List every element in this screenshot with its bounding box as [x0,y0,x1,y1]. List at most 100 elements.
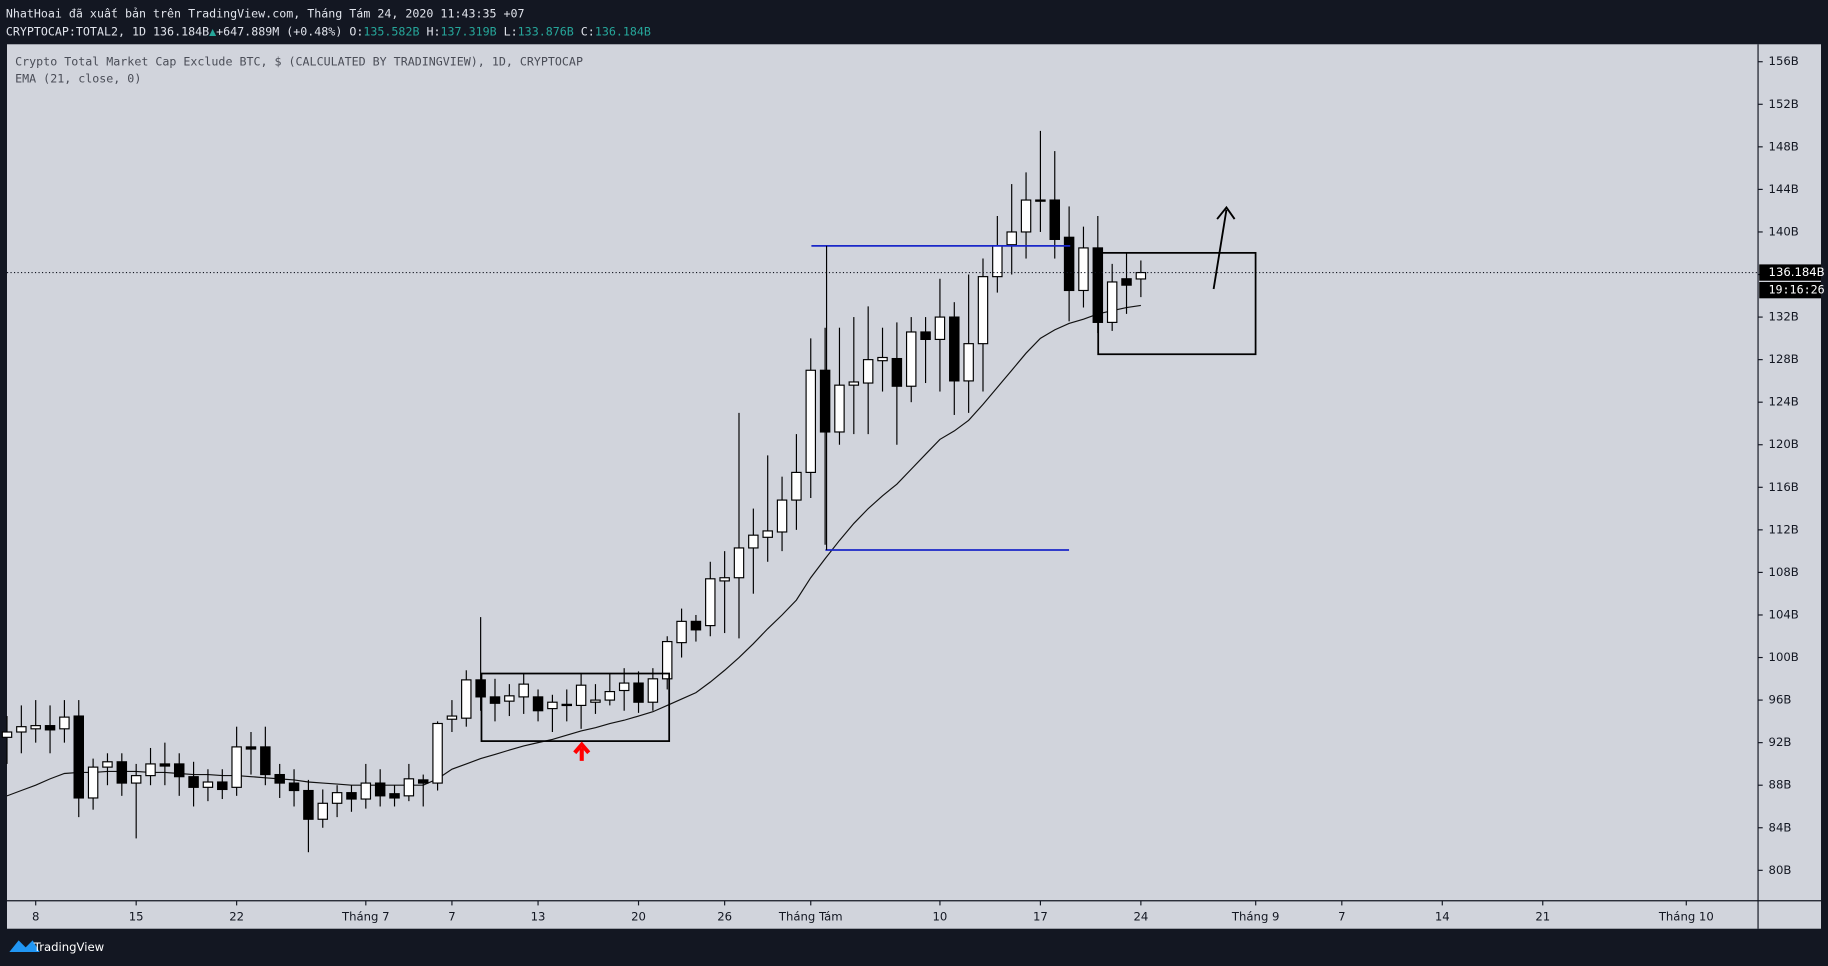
candle-body [1063,236,1075,292]
indicator-legend: EMA (21, close, 0) [15,72,141,86]
candle-body [1078,247,1089,292]
candle-body [834,384,845,433]
y-tick-label: 100B [1769,650,1799,664]
candle-body [819,369,831,433]
drawn-arrow [573,741,591,761]
candle-body [44,725,56,731]
candle-body [1106,281,1118,323]
candle-body [590,699,601,703]
x-tick-label: 24 [1133,910,1148,924]
last-price-label: 136.184B [1769,265,1825,279]
x-tick-label: 22 [229,910,244,924]
candle-body [848,381,860,386]
x-tick-label: Tháng 7 [341,910,390,924]
candle-body [805,369,817,473]
candle-body [403,778,415,797]
candle-body [130,775,142,784]
candle-body [647,678,659,703]
candle-body [532,696,544,712]
candle-body [432,722,443,784]
chart-pane [6,44,1822,929]
candle-body [461,679,472,719]
drawn-box [480,672,671,742]
x-tick-label: Tháng Tám [778,910,843,924]
x-tick-label: 10 [933,910,948,924]
candle-body [748,534,759,549]
y-tick-label: 80B [1769,863,1792,877]
candle-body [705,578,716,627]
candle-body [1121,278,1132,286]
candle-body [934,316,946,340]
candle-body [188,776,199,788]
countdown-box [1759,281,1822,299]
x-tick-label: 17 [1033,910,1048,924]
close-label: C: [581,24,595,38]
y-tick-label: 108B [1769,565,1799,579]
y-tick-label: 148B [1769,139,1799,153]
candle-body [604,690,616,701]
x-tick-label: 20 [631,910,646,924]
x-tick-label: 15 [129,910,144,924]
x-tick-label: Tháng 10 [1658,910,1714,924]
candle-body [661,640,673,680]
x-tick-label: 7 [448,910,455,924]
candle-body [360,782,372,800]
candle-body [260,746,271,776]
candle-body [633,682,644,703]
candle-body [446,715,458,720]
candle-body [920,331,931,340]
candle-body [862,359,874,384]
candle-body [87,766,99,799]
candle-body [374,782,386,797]
y-tick-label: 156B [1769,54,1799,68]
y-tick-label: 144B [1769,182,1799,196]
y-tick-label: 120B [1769,437,1799,451]
y-tick-label: 128B [1769,352,1799,366]
candle-body [159,763,171,767]
candle-body [417,779,429,784]
candle-body [1135,271,1147,280]
x-tick-label: 7 [1338,910,1345,924]
candle-body [173,763,185,778]
candle-body [690,620,702,631]
y-tick-label: 96B [1769,693,1792,707]
drawn-arrow [1212,205,1236,290]
y-tick-label: 132B [1769,310,1799,324]
candle-body [59,716,70,730]
change: +647.889M (+0.48%) [216,24,342,38]
publisher-line: NhatHoai đã xuất bản trên TradingView.co… [6,6,525,20]
low-label: L: [504,24,518,38]
high-value: 137.319B [441,24,497,38]
close-value: 136.184B [595,24,651,38]
y-tick-label: 92B [1769,735,1792,749]
candle-body [1049,199,1061,240]
candle-body [331,792,343,804]
candle-body [303,789,314,820]
candle-body [618,682,630,692]
symbol-line: CRYPTOCAP:TOTAL2, 1D 136.184B ▲+647.889M … [6,24,651,38]
candle-body [73,715,85,799]
y-tick-label: 112B [1769,522,1799,536]
candle-body [719,577,730,582]
axes: 80B 84B 88B 92B 96B 100B 104B 108B 112B 116B 120B 1… [32,54,1825,923]
ema-line [6,304,1141,797]
change-arrow: ▲ [209,24,216,38]
y-tick-label: 140B [1769,224,1799,238]
drawn-box [1097,251,1257,356]
chart-title: Crypto Total Market Cap Exclude BTC, $ (… [15,54,583,68]
candle-body [733,547,745,579]
candle-body [1,731,13,738]
y-tick-label: 152B [1769,97,1799,111]
candle-body [102,761,113,768]
candle-body [905,331,917,387]
symbol: CRYPTOCAP:TOTAL2, 1D [6,24,146,38]
candle-body [791,471,802,501]
logo-icon [9,940,40,953]
open-label: O: [349,24,363,38]
candle-body [389,793,400,799]
candle-body [575,684,587,706]
candle-body [963,343,974,382]
y-tick-label: 88B [1769,778,1792,792]
candle-body [202,781,214,788]
x-tick-label: Tháng 9 [1231,910,1280,924]
